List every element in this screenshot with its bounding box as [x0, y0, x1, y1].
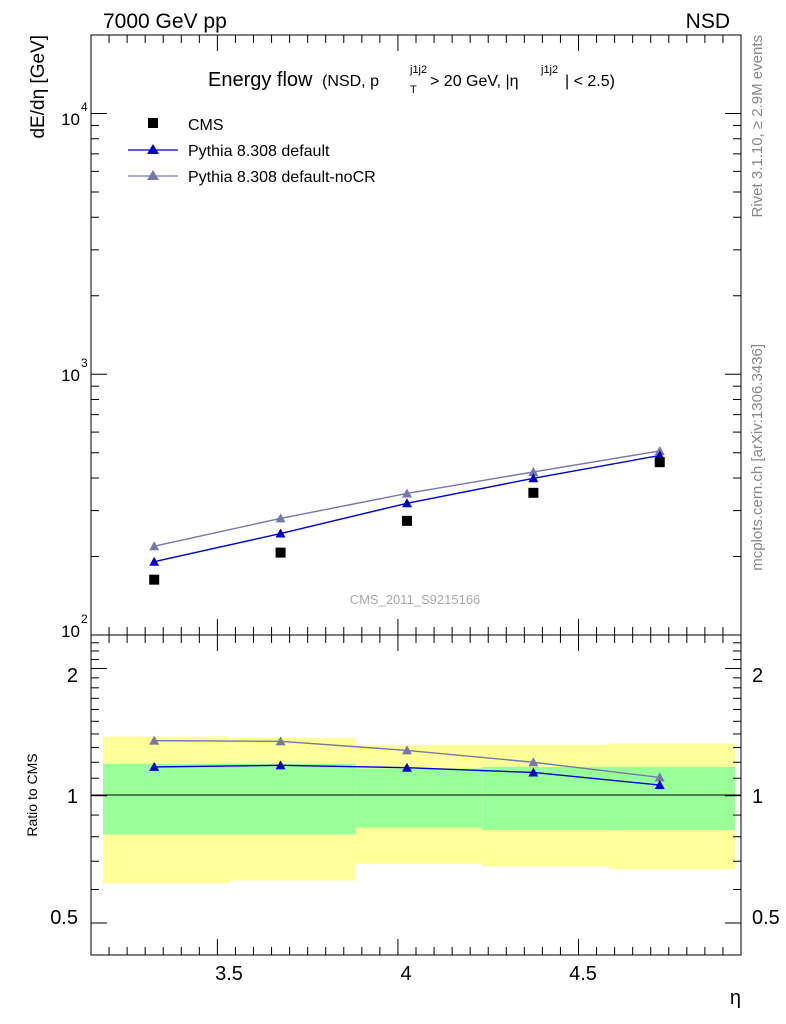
ratio-point-series-0-4 — [654, 780, 665, 790]
ratio-ytick-05-right: 0.5 — [752, 907, 780, 929]
legend: CMS Pythia 8.308 default Pythia 8.308 de… — [128, 117, 376, 186]
legend-marker-nocr — [147, 170, 159, 180]
main-point-series-1-2 — [401, 498, 412, 508]
main-series — [149, 445, 665, 585]
band-inner-4 — [608, 766, 735, 830]
mcplots-label: mcplots.cern.ch [arXiv:1306.3436] — [749, 344, 766, 571]
title-sub-T: T — [410, 84, 417, 96]
title-sup-2: j1j2 — [540, 64, 558, 76]
ratio-point-series-1-4 — [654, 772, 665, 782]
ratio-point-series-1-2 — [401, 745, 412, 755]
cms-point-1 — [275, 547, 286, 558]
analysis-watermark: CMS_2011_S9215166 — [350, 592, 481, 607]
band-inner-1 — [229, 763, 356, 835]
title-paren-open: (NSD, p — [322, 73, 379, 90]
ratio-point-series-0-2 — [401, 762, 412, 772]
legend-marker-cms — [148, 118, 158, 128]
x-axis-label: η — [730, 987, 741, 1009]
main-point-series-2-1 — [275, 513, 286, 523]
ratio-ytick-1-left: 1 — [67, 786, 78, 808]
xtick-label-3.5: 3.5 — [215, 963, 243, 985]
cms-point-0 — [149, 574, 160, 585]
plot-title: Energy flow (NSD, p — [208, 69, 379, 91]
main-point-series-1-1 — [275, 528, 286, 538]
ratio-point-series-1-0 — [149, 735, 160, 745]
ytick-label-1e4: 10 — [61, 110, 80, 129]
rivet-label: Rivet 3.1.10, ≥ 2.9M events — [749, 35, 766, 218]
xtick-label-4.5: 4.5 — [569, 963, 597, 985]
ratio-ytick-2-right: 2 — [752, 665, 763, 687]
legend-marker-default — [147, 144, 159, 154]
cms-point-2 — [401, 515, 412, 526]
title-sup-1: j1j2 — [409, 64, 427, 76]
title-close: | < 2.5) — [565, 73, 615, 90]
band-inner-0 — [103, 763, 230, 835]
legend-label-nocr: Pythia 8.308 default-noCR — [188, 169, 376, 186]
header-right: NSD — [686, 10, 730, 33]
axis-ticks — [90, 34, 742, 955]
ratio-series — [149, 735, 665, 790]
ratio-point-series-0-0 — [149, 761, 160, 771]
main-point-series-2-4 — [654, 445, 665, 455]
main-line-series-1 — [154, 454, 660, 563]
uncertainty-bands — [103, 736, 735, 884]
title-main: Energy flow — [208, 69, 313, 91]
ytick-exp-1e2: 2 — [81, 612, 88, 626]
cms-point-3 — [528, 487, 539, 498]
main-point-series-1-3 — [528, 473, 539, 483]
band-inner-3 — [482, 766, 609, 830]
ratio-point-series-0-1 — [275, 760, 286, 770]
ytick-label-1e3: 10 — [61, 366, 80, 385]
ratio-point-series-1-3 — [528, 757, 539, 767]
header-left: 7000 GeV pp — [103, 10, 227, 33]
main-point-series-2-3 — [528, 466, 539, 476]
title-mid: > 20 GeV, |η — [430, 73, 519, 90]
ratio-point-series-1-1 — [275, 736, 286, 746]
ratio-ytick-1-right: 1 — [752, 786, 763, 808]
main-point-series-2-0 — [149, 541, 160, 551]
ytick-label-1e2: 10 — [61, 622, 80, 641]
ratio-point-series-0-3 — [528, 767, 539, 777]
main-point-series-1-0 — [149, 556, 160, 566]
ytick-exp-1e4: 4 — [81, 100, 88, 114]
ratio-ytick-05-left: 0.5 — [50, 907, 78, 929]
legend-label-cms: CMS — [188, 117, 224, 134]
ratio-ytick-2-left: 2 — [67, 665, 78, 687]
ratio-ylabel: Ratio to CMS — [24, 753, 40, 836]
xtick-label-4: 4 — [400, 963, 411, 985]
main-ylabel: dE/dη [GeV] — [28, 35, 49, 139]
cms-point-4 — [654, 457, 665, 468]
main-point-series-2-2 — [401, 488, 412, 498]
ytick-exp-1e3: 3 — [81, 356, 88, 370]
legend-label-default: Pythia 8.308 default — [188, 143, 330, 160]
band-inner-2 — [355, 768, 483, 828]
